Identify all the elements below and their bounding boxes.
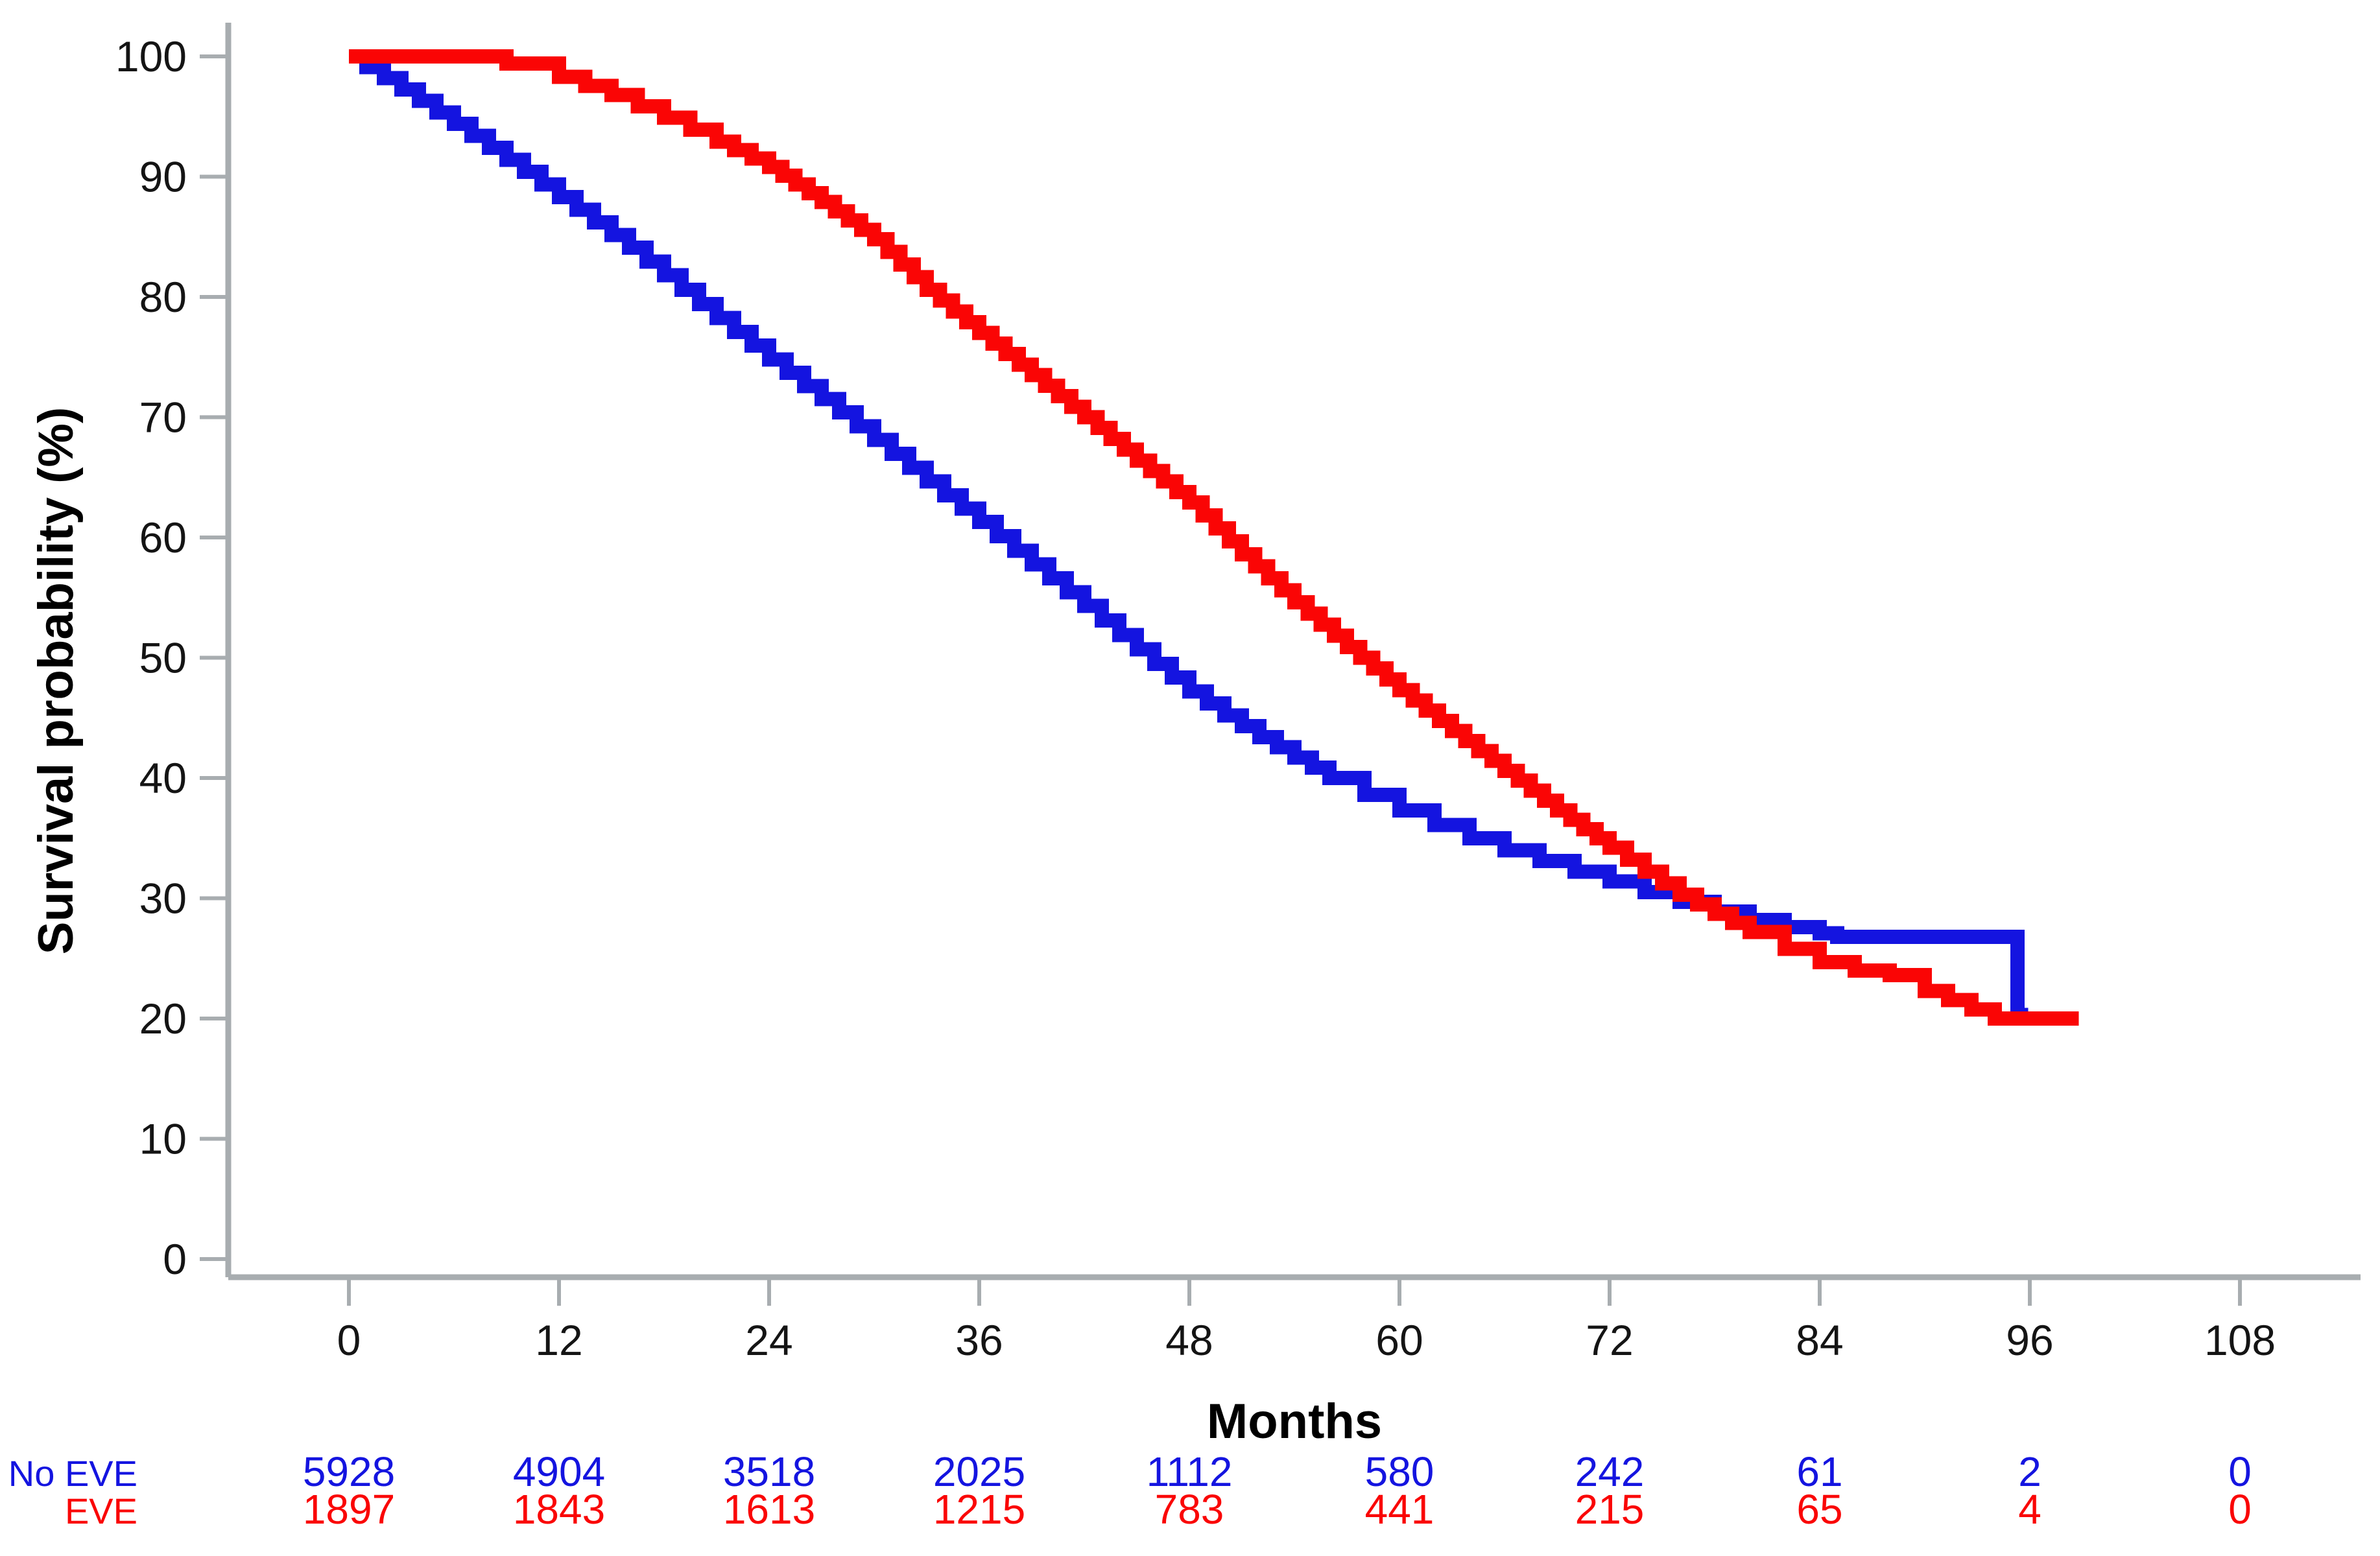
survival-curves (349, 49, 2079, 1026)
risk-count: 1843 (513, 1486, 605, 1533)
axes (225, 23, 2361, 1280)
risk-count: 1613 (723, 1486, 815, 1533)
no-eve-curve (349, 49, 2029, 1022)
y-tick-label: 20 (139, 995, 187, 1043)
y-tick-label: 90 (139, 153, 187, 201)
risk-count: 61 (1796, 1448, 1842, 1495)
risk-count: 3518 (723, 1448, 815, 1495)
eve-curve (349, 49, 2079, 1026)
x-tick-label: 12 (535, 1316, 582, 1364)
risk-count: 4904 (513, 1448, 605, 1495)
x-tick-label: 72 (1586, 1316, 1633, 1364)
risk-count: 580 (1365, 1448, 1434, 1495)
risk-count: 441 (1365, 1486, 1434, 1533)
y-tick-label: 40 (139, 754, 187, 802)
y-tick-label: 60 (139, 513, 187, 561)
y-tick-label: 0 (163, 1235, 187, 1283)
risk-count: 1112 (1147, 1448, 1233, 1495)
x-tick-label: 0 (337, 1316, 361, 1364)
risk-count: 2 (2018, 1448, 2041, 1495)
y-tick-label: 100 (115, 32, 187, 80)
risk-count: 0 (2228, 1448, 2252, 1495)
y-tick-label: 30 (139, 875, 187, 923)
x-tick-label: 108 (2204, 1316, 2276, 1364)
risk-count: 0 (2228, 1486, 2252, 1533)
y-tick-label: 80 (139, 273, 187, 321)
y-tick-label: 70 (139, 394, 187, 442)
risk-count: 4 (2018, 1486, 2041, 1533)
risk-count: 783 (1155, 1486, 1224, 1533)
risk-count: 5928 (303, 1448, 395, 1495)
risk-count: 1897 (303, 1486, 395, 1533)
x-tick-label: 24 (745, 1316, 792, 1364)
axis-ticks: 0 10 20 30 40 50 60 70 80 90 100 0 12 24 36 48 60 72 84 96 1… (115, 32, 2276, 1364)
risk-count: 215 (1575, 1486, 1645, 1533)
y-tick-label: 50 (139, 634, 187, 682)
x-tick-label: 60 (1375, 1316, 1423, 1364)
risk-count: 2025 (933, 1448, 1025, 1495)
risk-count: 65 (1796, 1486, 1842, 1533)
x-tick-label: 84 (1796, 1316, 1843, 1364)
x-tick-label: 36 (955, 1316, 1003, 1364)
risk-count: 1215 (933, 1486, 1025, 1533)
x-axis-title: Months (1207, 1394, 1382, 1449)
y-axis-title: Survival probability (%) (29, 407, 84, 955)
x-tick-label: 48 (1165, 1316, 1213, 1364)
risk-count: 242 (1575, 1448, 1645, 1495)
risk-row-label-no-eve: No EVE (8, 1453, 137, 1494)
risk-row-label-eve: EVE (65, 1491, 137, 1531)
x-tick-label: 96 (2006, 1316, 2053, 1364)
number-at-risk-table: 5928 4904 3518 2025 1112 580 242 61 2 0 1897 1843 16… (303, 1448, 2252, 1533)
y-tick-label: 10 (139, 1115, 187, 1163)
